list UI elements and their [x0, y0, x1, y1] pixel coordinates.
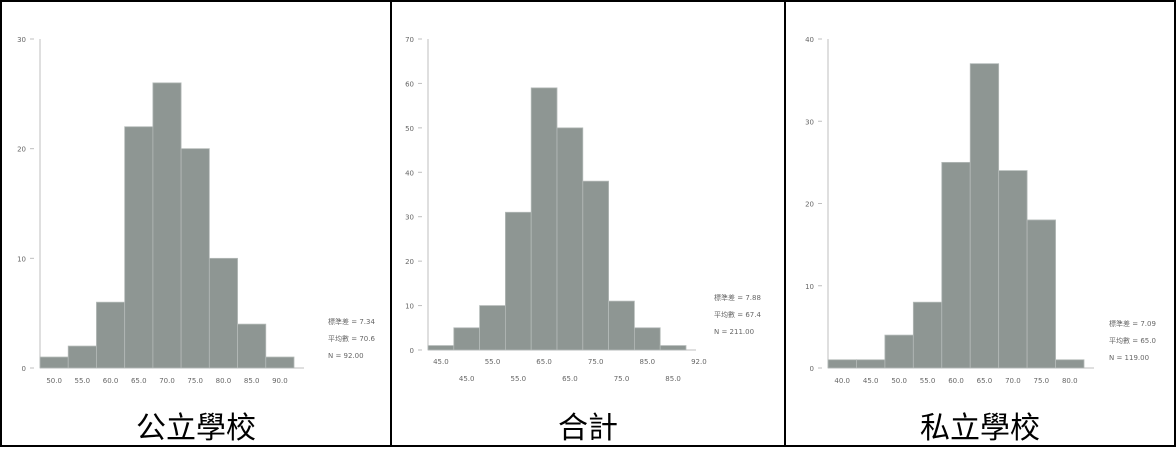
histogram-private: 0 10 20 30 40 40.0 45.0 50.0 55.0 60.0 65.0 70.0 75.…: [805, 36, 1156, 385]
histogram-bar: [96, 301, 126, 369]
histogram-bar: [633, 327, 661, 351]
histogram-bar: [67, 345, 97, 369]
x-tick-label: 60.0: [948, 377, 964, 385]
histogram-bar: [884, 334, 914, 369]
x-tick-label: 60.0: [103, 377, 119, 385]
histogram-bar: [969, 63, 1000, 369]
y-tick-label: 0: [22, 365, 26, 373]
x-tick-label: 50.0: [46, 377, 62, 385]
y-tick-label: 10: [805, 283, 814, 291]
y-tick-label: 30: [405, 214, 414, 222]
x-tick-label: 45.0: [433, 358, 449, 366]
y-tick-label: 40: [405, 169, 414, 177]
stats-label: N = 211.00: [714, 328, 754, 336]
x-tick-label: 55.0: [75, 377, 91, 385]
x-tick-label: 75.0: [187, 377, 203, 385]
x-tick-label: 70.0: [159, 377, 175, 385]
y-tick-label: 70: [405, 36, 414, 44]
caption-private: 私立學校: [920, 411, 1040, 446]
x-tick-label: 65.0: [562, 375, 578, 383]
x-tick-label: 45.0: [459, 375, 475, 383]
histogram-bar: [856, 359, 886, 369]
stats-label: 標準差 = 7.88: [714, 293, 761, 302]
histogram-bar: [530, 87, 558, 351]
histogram-bar: [479, 305, 506, 351]
stats-label: 標準差 = 7.09: [1109, 319, 1156, 328]
histogram-bar: [180, 148, 210, 369]
x-tick-label: 75.0: [588, 358, 604, 366]
histogram-bar: [608, 300, 635, 351]
y-tick-label: 0: [810, 365, 814, 373]
histogram-total: 0 10 20 30 40 50 60 70 45.0 55.0 65.0 75.0 85.0 92.0 4…: [405, 36, 761, 383]
x-tick-label: 55.0: [920, 377, 936, 385]
x-tick-label: 40.0: [834, 377, 850, 385]
x-tick-label: 65.0: [977, 377, 993, 385]
x-tick-label: 92.0: [691, 358, 707, 366]
histogram-bar: [152, 82, 182, 369]
caption-total: 合計: [558, 411, 618, 446]
histogram-bar: [941, 161, 971, 369]
x-tick-label: 85.0: [640, 358, 656, 366]
y-tick-label: 20: [17, 146, 26, 154]
histogram-bar: [827, 359, 857, 369]
stats-label: N = 119.00: [1109, 354, 1149, 362]
histogram-bar: [556, 127, 584, 351]
histogram-bar: [1055, 359, 1085, 369]
histogram-bar: [265, 356, 295, 369]
y-tick-label: 40: [805, 36, 814, 44]
chart-cell-public: 0 10 20 30 50.0 55.0 60.0 65.0 70.0 75.0 80.0 85.0 9…: [0, 0, 392, 447]
stats-label: 平均數 = 70.6: [328, 334, 375, 343]
histogram-bar: [998, 170, 1028, 369]
x-tick-label: 50.0: [891, 377, 907, 385]
stats-label: 平均數 = 65.0: [1109, 336, 1156, 345]
histogram-bar: [659, 345, 687, 351]
histogram-bar: [582, 180, 610, 351]
y-tick-label: 30: [805, 118, 814, 126]
x-tick-label: 65.0: [131, 377, 147, 385]
x-tick-label: 55.0: [511, 375, 527, 383]
y-tick-label: 50: [405, 125, 414, 133]
x-tick-label: 80.0: [216, 377, 232, 385]
chart-cell-total: 0 10 20 30 40 50 60 70 45.0 55.0 65.0 75.0 85.0 92.0 4…: [390, 0, 786, 447]
y-tick-label: 30: [17, 36, 26, 44]
histogram-bar: [39, 356, 69, 369]
y-tick-label: 60: [405, 80, 414, 88]
histogram-bar: [124, 126, 154, 369]
y-tick-label: 10: [17, 255, 26, 263]
histogram-bar: [427, 345, 455, 351]
y-tick-label: 10: [405, 303, 414, 311]
y-tick-label: 20: [805, 201, 814, 209]
y-tick-label: 0: [410, 347, 414, 355]
histogram-bar: [453, 327, 480, 351]
x-tick-label: 65.0: [536, 358, 552, 366]
stats-label: 平均數 = 67.4: [714, 310, 761, 319]
histogram-bar: [237, 323, 267, 369]
x-tick-label: 45.0: [863, 377, 879, 385]
caption-public: 公立學校: [136, 411, 256, 446]
histogram-bar: [208, 257, 238, 369]
x-tick-label: 70.0: [1005, 377, 1021, 385]
x-tick-label: 80.0: [1062, 377, 1078, 385]
stats-label: 標準差 = 7.34: [328, 317, 375, 326]
stats-label: N = 92.00: [328, 352, 364, 360]
histogram-bar: [912, 301, 943, 369]
x-tick-label: 75.0: [1034, 377, 1050, 385]
x-tick-label: 85.0: [244, 377, 260, 385]
x-tick-label: 55.0: [485, 358, 501, 366]
y-tick-label: 20: [405, 258, 414, 266]
x-tick-label: 85.0: [665, 375, 681, 383]
histogram-bar: [1026, 219, 1056, 369]
x-tick-label: 75.0: [614, 375, 630, 383]
x-tick-label: 90.0: [272, 377, 288, 385]
chart-cell-private: 0 10 20 30 40 40.0 45.0 50.0 55.0 60.0 65.0 70.0 75.…: [784, 0, 1176, 447]
histogram-public: 0 10 20 30 50.0 55.0 60.0 65.0 70.0 75.0 80.0 85.0 9…: [17, 36, 375, 385]
histogram-bar: [505, 211, 532, 351]
